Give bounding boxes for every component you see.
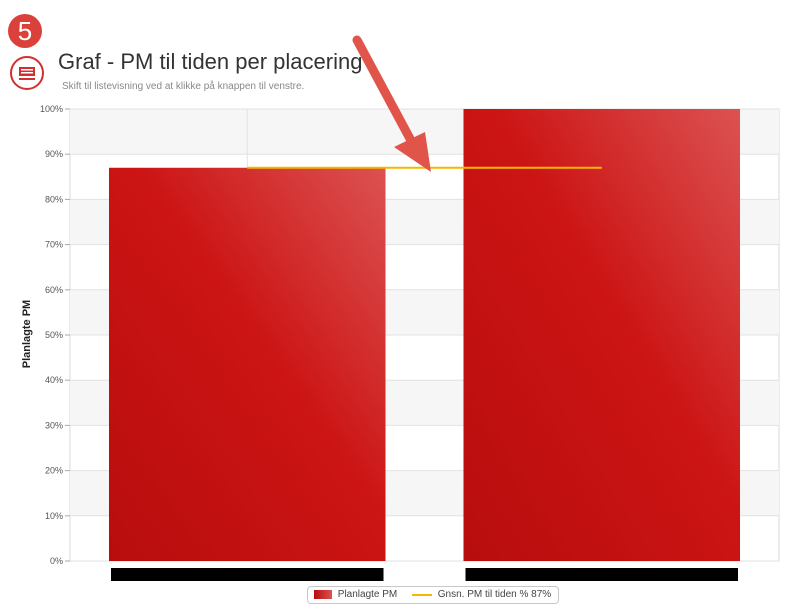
y-tick-label: 70%: [45, 240, 63, 250]
legend-item-average[interactable]: Gnsn. PM til tiden % 87%: [412, 589, 551, 602]
x-category-label: [465, 568, 739, 581]
list-view-icon[interactable]: [10, 56, 44, 90]
line-swatch-icon: [412, 593, 432, 596]
y-tick-label: 20%: [45, 466, 63, 476]
legend-item-bars[interactable]: Planlagte PM: [314, 589, 397, 602]
bar[interactable]: [108, 167, 386, 561]
y-tick-label: 10%: [45, 511, 63, 521]
y-tick-label: 100%: [40, 104, 63, 114]
y-tick-label: 40%: [45, 375, 63, 385]
legend-line-label: Gnsn. PM til tiden % 87%: [437, 589, 552, 600]
step-number-badge: 5: [8, 14, 42, 48]
legend-bar-label: Planlagte PM: [337, 589, 398, 600]
page-subtitle: Skift til listevisning ved at klikke på …: [62, 81, 305, 92]
bar-swatch-icon: [314, 590, 332, 599]
chart-legend: Planlagte PM Gnsn. PM til tiden % 87%: [307, 586, 559, 604]
arrow-icon: [352, 35, 431, 172]
page-title: Graf - PM til tiden per placering: [58, 49, 363, 74]
y-tick-label: 50%: [45, 330, 63, 340]
y-axis-label: Planlagte PM: [21, 300, 33, 368]
x-category-label: [110, 568, 384, 581]
y-tick-label: 80%: [45, 194, 63, 204]
bar[interactable]: [463, 109, 741, 561]
y-tick-label: 30%: [45, 420, 63, 430]
y-tick-label: 90%: [45, 149, 63, 159]
y-tick-label: 60%: [45, 285, 63, 295]
y-tick-label: 0%: [50, 556, 63, 566]
